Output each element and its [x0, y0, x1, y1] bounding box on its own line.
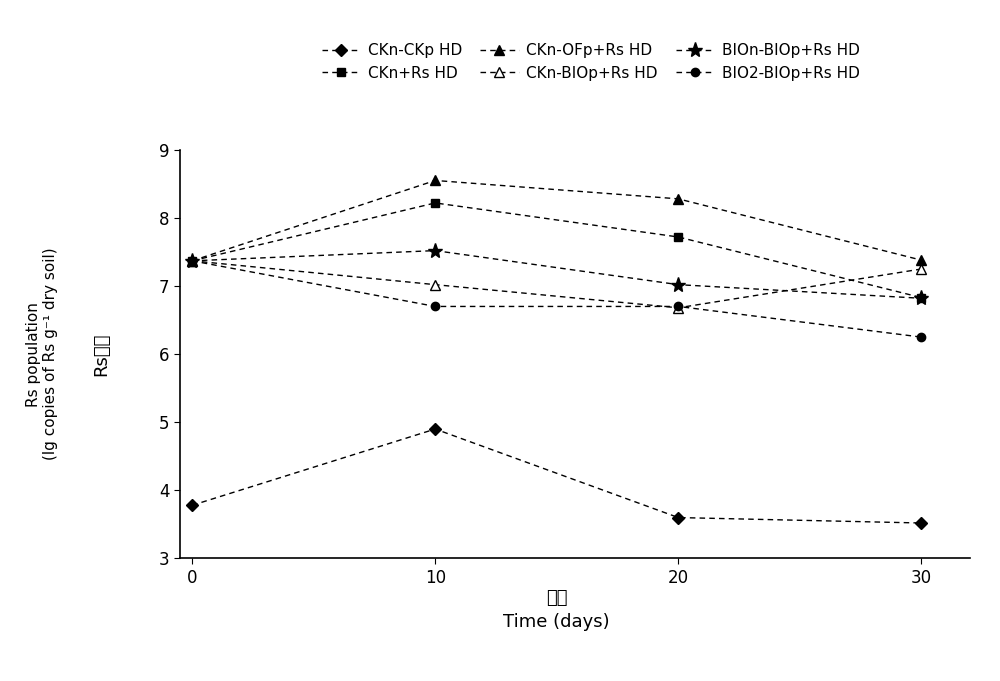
Text: Time (days): Time (days)	[503, 613, 610, 631]
Legend: CKn-CKp HD, CKn+Rs HD, CKn-OFp+Rs HD, CKn-BIOp+Rs HD, BIOn-BIOp+Rs HD, BIO2-BIOp: CKn-CKp HD, CKn+Rs HD, CKn-OFp+Rs HD, CK…	[322, 43, 860, 80]
Text: Rs population
(lg copies of Rs g⁻¹ dry soil): Rs population (lg copies of Rs g⁻¹ dry s…	[26, 248, 58, 460]
Text: Rs数量: Rs数量	[92, 332, 110, 376]
Text: 时间: 时间	[546, 589, 568, 607]
